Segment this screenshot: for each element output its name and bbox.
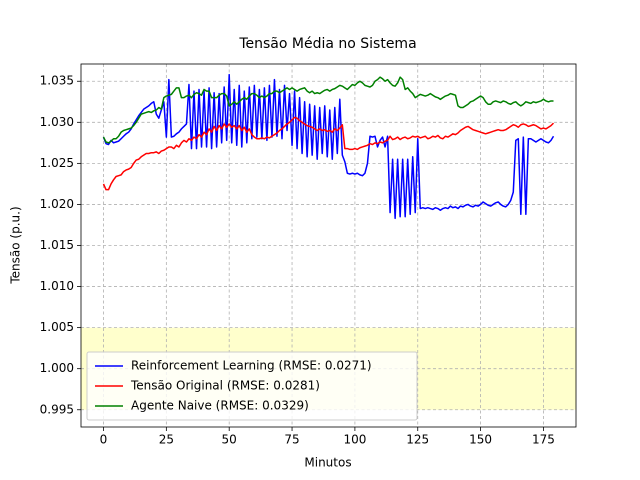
x-tick-label: 150 (469, 433, 492, 447)
axes-frame (80, 63, 577, 428)
y-tick-label: 1.020 (40, 197, 74, 211)
chart-title: Tensão Média no Sistema (238, 36, 416, 52)
x-tick-label: 100 (343, 433, 366, 447)
y-tick-label: 1.035 (40, 74, 74, 88)
series-line (102, 76, 554, 144)
series-line (102, 73, 555, 220)
x-tick-label: 25 (159, 433, 174, 447)
x-tick-label: 0 (100, 433, 108, 447)
legend-label: Reinforcement Learning (RMSE: 0.0271) (131, 359, 372, 373)
y-tick-label: 1.000 (40, 361, 74, 375)
y-axis-label: Tensão (p.u.) (9, 206, 23, 284)
y-tick-label: 1.010 (40, 279, 74, 293)
legend: Reinforcement Learning (RMSE: 0.0271) Ten… (86, 351, 418, 421)
plot-area: 0 25 50 75 100 125 150 175 0.995 1.000 1.005 1.010 1… (40, 63, 577, 447)
legend-box (86, 351, 418, 421)
x-tick-label: 75 (284, 433, 299, 447)
series-line (102, 116, 555, 191)
x-tick-label: 175 (532, 433, 555, 447)
x-axis-label: Minutos (304, 456, 351, 470)
legend-label: Tensão Original (RMSE: 0.0281) (130, 379, 320, 393)
y-tick-label: 0.995 (40, 402, 74, 416)
x-tick-label: 125 (406, 433, 429, 447)
y-tick-label: 1.015 (40, 238, 74, 252)
y-tick-label: 1.030 (40, 115, 74, 129)
legend-label: Agente Naive (RMSE: 0.0329) (131, 399, 309, 413)
x-tick-label: 50 (222, 433, 237, 447)
y-tick-label: 1.025 (40, 156, 74, 170)
y-tick-label: 1.005 (40, 320, 74, 334)
